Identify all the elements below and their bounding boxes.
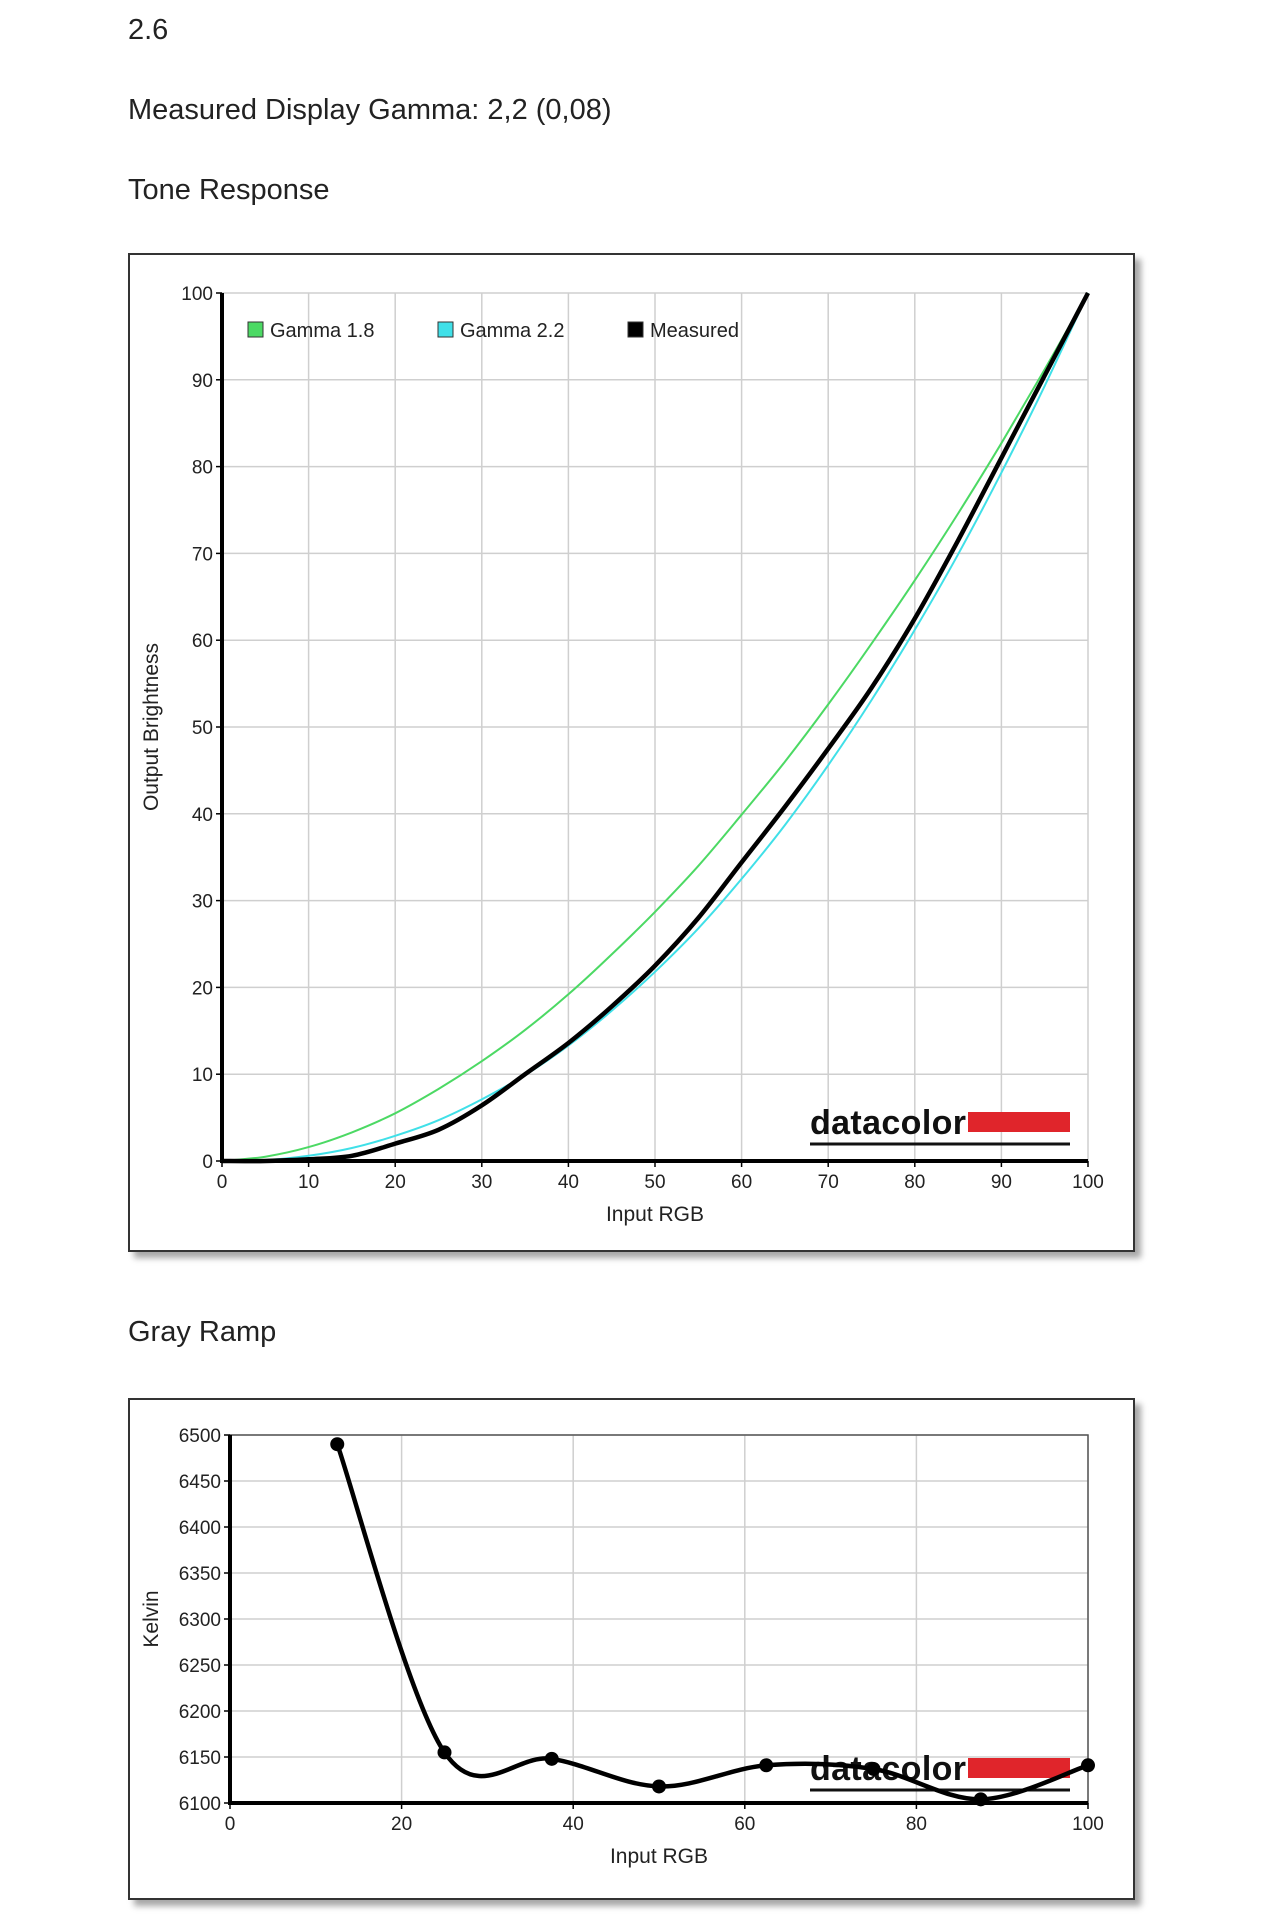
y-tick-label: 50 (192, 718, 213, 739)
y-tick-label: 70 (192, 544, 213, 565)
x-tick-label: 80 (906, 1814, 927, 1835)
legend-swatch (247, 321, 264, 338)
x-tick-label: 0 (217, 1172, 228, 1193)
y-tick-label: 6200 (179, 1702, 221, 1723)
data-point (544, 1751, 559, 1766)
x-axis-title: Input RGB (610, 1845, 708, 1868)
tone-response-chart: 0 10 20 30 40 50 60 70 80 90 100 0 10 20 30 40 50 60 70 80 9… (140, 284, 1104, 1226)
tone-logo-text: datacolor (810, 1104, 966, 1142)
x-tick-label: 0 (225, 1814, 236, 1835)
tone-response-title: Tone Response (128, 174, 330, 206)
gray-logo-text: datacolor (810, 1750, 966, 1788)
legend-swatch (627, 321, 644, 338)
gray-ramp-chart: 0 20 40 60 80 100 6100 6150 6200 6250 6300 6350 6400… (140, 1426, 1104, 1868)
y-tick-label: 30 (192, 892, 213, 913)
data-point (759, 1758, 774, 1773)
x-tick-label: 10 (298, 1172, 319, 1193)
data-point (973, 1792, 988, 1807)
y-tick-label: 20 (192, 978, 213, 999)
y-tick-label: 6250 (179, 1656, 221, 1677)
x-tick-label: 60 (734, 1814, 755, 1835)
y-tick-label: 6300 (179, 1610, 221, 1631)
x-axis-title: Input RGB (606, 1203, 704, 1226)
data-point (437, 1745, 452, 1760)
legend-label: Measured (650, 320, 739, 342)
series-line-gamma-1-8 (221, 292, 1089, 1162)
y-tick-label: 6350 (179, 1564, 221, 1585)
legend-swatch (437, 321, 454, 338)
data-point (1081, 1758, 1095, 1773)
x-tick-label: 20 (391, 1814, 412, 1835)
y-axis-title: Output Brightness (140, 643, 163, 811)
y-axis-title: Kelvin (140, 1590, 163, 1647)
data-point (652, 1779, 666, 1794)
x-tick-label: 60 (731, 1172, 752, 1193)
y-tick-label: 100 (181, 284, 213, 305)
y-tick-label: 0 (202, 1152, 213, 1173)
data-point (330, 1437, 345, 1452)
series-line-gray (335, 1443, 1089, 1802)
tone-response-chart-panel: 0 10 20 30 40 50 60 70 80 90 100 0 10 20 30 40 50 60 70 80 9… (128, 253, 1135, 1252)
x-tick-label: 80 (904, 1172, 925, 1193)
legend-label: Gamma 2.2 (460, 320, 564, 342)
series-line-measured (221, 291, 1090, 1164)
y-tick-label: 6450 (179, 1472, 221, 1493)
y-tick-label: 6100 (179, 1794, 221, 1815)
y-tick-label: 6500 (179, 1426, 221, 1447)
y-tick-label: 6400 (179, 1518, 221, 1539)
x-tick-label: 20 (385, 1172, 406, 1193)
x-tick-label: 100 (1072, 1814, 1104, 1835)
y-tick-label: 90 (192, 371, 213, 392)
y-tick-label: 6150 (179, 1748, 221, 1769)
x-tick-label: 70 (818, 1172, 839, 1193)
x-tick-label: 90 (991, 1172, 1012, 1193)
x-tick-label: 50 (644, 1172, 665, 1193)
x-tick-label: 40 (558, 1172, 579, 1193)
series-line-gamma-2-2 (221, 292, 1089, 1162)
y-tick-label: 80 (192, 458, 213, 479)
y-tick-label: 60 (192, 631, 213, 652)
gray-ramp-chart-panel: 0 20 40 60 80 100 6100 6150 6200 6250 6300 6350 6400… (128, 1398, 1135, 1900)
y-tick-label: 40 (192, 805, 213, 826)
heading-value: 2.6 (128, 14, 169, 46)
gamma-measurement-line: Measured Display Gamma: 2,2 (0,08) (128, 94, 612, 126)
legend-label: Gamma 1.8 (270, 320, 374, 342)
gray-logo-bar (968, 1758, 1070, 1778)
tone-logo-bar (968, 1112, 1070, 1132)
x-tick-label: 100 (1072, 1172, 1104, 1193)
x-tick-label: 30 (471, 1172, 492, 1193)
gray-ramp-title: Gray Ramp (128, 1316, 277, 1348)
y-tick-label: 10 (192, 1065, 213, 1086)
data-point (866, 1761, 881, 1776)
x-tick-label: 40 (563, 1814, 584, 1835)
